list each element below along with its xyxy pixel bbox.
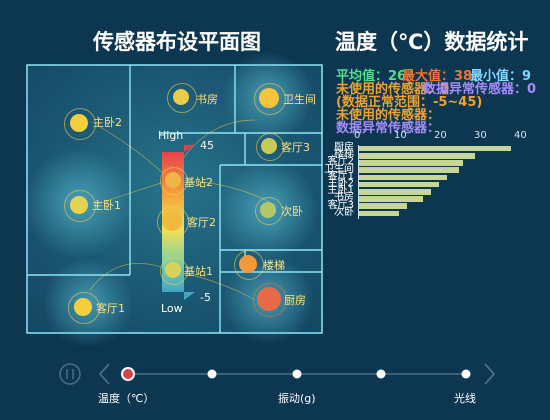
sensor-label-guest3: 客厅3 (281, 141, 310, 154)
sensor-label-guest2: 客厅2 (187, 216, 216, 229)
sensor-ring (256, 133, 284, 161)
bar[interactable] (359, 196, 423, 202)
min-stat: 最小值：9 (470, 69, 532, 84)
bar[interactable] (359, 153, 475, 159)
sensor-guest3[interactable] (261, 138, 277, 154)
sensor-label-bath: 卫生间 (283, 93, 316, 106)
unused-sensors-stat: 未使用的传感器：0 (336, 82, 450, 97)
abnormal-sensors-stat: 数据异常传感器：0 (423, 82, 537, 97)
sensor-master-bed2[interactable] (70, 114, 88, 132)
timeline-node-active[interactable] (121, 367, 135, 381)
sensor-base2[interactable] (165, 172, 181, 188)
abnormal-sensors-list: 数据异常传感器： (336, 121, 441, 136)
chevron-left-icon[interactable] (98, 363, 110, 385)
unused-sensors-list: 未使用的传感器： (336, 108, 441, 123)
normal-range-text: (数据正常范围：-5~45) (336, 95, 483, 110)
category-label: 楼梯 (334, 149, 354, 161)
timeline-node[interactable] (292, 369, 302, 379)
sensor-ring (234, 250, 264, 280)
stats-title: 温度（℃）数据统计 (335, 30, 529, 54)
category-label: 客厅1 (327, 170, 354, 182)
sensor-stairs[interactable] (239, 255, 257, 273)
sensor-base1[interactable] (165, 262, 181, 278)
sensor-label-stairs: 楼梯 (263, 259, 285, 272)
sensor-master-bed1[interactable] (70, 196, 88, 214)
gauge-high-marker (184, 145, 195, 152)
bar[interactable] (359, 189, 431, 195)
temperature-bar-chart: 0 10 20 30 40 厨房 楼梯 客厅2 卫生间 客厅1 主卧2 主卧1 书房 客厅3 次卧 (300, 125, 540, 240)
x-tick-label: 10 (394, 130, 407, 141)
sensor-ring (64, 108, 96, 140)
category-label: 次卧 (334, 206, 354, 218)
sensor-ring (167, 83, 197, 113)
category-label: 客厅2 (327, 156, 354, 168)
sensor-label-study: 书房 (196, 93, 218, 106)
category-label: 厨房 (334, 142, 354, 153)
y-axis-line (358, 145, 359, 219)
chevron-right-icon[interactable] (484, 363, 496, 385)
sensor-guest1[interactable] (74, 298, 92, 316)
gauge-low-marker (184, 292, 195, 300)
bar[interactable] (359, 181, 439, 188)
bar[interactable] (359, 160, 463, 166)
gauge-low-label: Low (161, 302, 183, 315)
sensor-ring (160, 257, 188, 285)
x-tick-label: 30 (474, 130, 487, 141)
avg-stat: 平均值：26 (336, 69, 407, 84)
x-tick-label: 40 (514, 130, 527, 141)
sensor-ring (253, 283, 287, 317)
sensor-kitchen[interactable] (257, 287, 281, 311)
bar[interactable] (359, 174, 447, 181)
category-label: 主卧2 (327, 178, 354, 189)
sensor-label-master-bed2: 主卧2 (93, 116, 122, 129)
sensor-second-bed[interactable] (260, 202, 276, 218)
sensor-label-base2: 基站2 (184, 176, 213, 189)
sensor-ring (68, 292, 100, 324)
bar[interactable] (359, 167, 459, 173)
gauge-high-label: High (158, 129, 184, 142)
timeline-label-light[interactable]: 光线 (454, 392, 476, 405)
sensor-study[interactable] (173, 89, 189, 105)
timeline-node[interactable] (207, 369, 217, 379)
category-label: 客厅3 (327, 199, 354, 211)
sensor-ring (254, 83, 286, 115)
bar[interactable] (359, 145, 511, 152)
category-label: 主卧1 (327, 185, 354, 197)
sensor-bath[interactable] (259, 88, 279, 108)
timeline (59, 363, 496, 385)
max-stat: 最大值：38 (402, 69, 473, 84)
sensor-label-second-bed: 次卧 (281, 205, 303, 218)
x-tick-label: 20 (434, 130, 447, 141)
timeline-label-temperature[interactable]: 温度（℃） (98, 392, 155, 405)
timeline-node[interactable] (376, 369, 386, 379)
sensor-label-master-bed1: 主卧1 (92, 199, 121, 212)
gauge-min-value: -5 (200, 291, 211, 304)
sensor-label-guest1: 客厅1 (96, 302, 125, 315)
pause-icon[interactable] (59, 363, 81, 385)
bar[interactable] (359, 203, 407, 209)
sensor-label-kitchen: 厨房 (284, 294, 306, 307)
sensor-ring (64, 190, 96, 222)
gauge-max-value: 45 (200, 139, 214, 152)
sensor-guest2[interactable] (162, 211, 182, 231)
bar[interactable] (359, 210, 399, 217)
floor-plan-title: 传感器布设平面图 (93, 30, 261, 54)
timeline-label-vibration[interactable]: 振动(g) (278, 392, 316, 405)
x-tick-label: 0 (354, 130, 361, 141)
sensor-ring (160, 167, 188, 195)
sensor-ring (255, 197, 283, 225)
category-label: 书房 (334, 192, 354, 204)
category-label: 卫生间 (324, 163, 354, 175)
sensor-ring (157, 206, 189, 238)
timeline-node[interactable] (461, 369, 471, 379)
sensor-label-base1: 基站1 (184, 265, 213, 278)
